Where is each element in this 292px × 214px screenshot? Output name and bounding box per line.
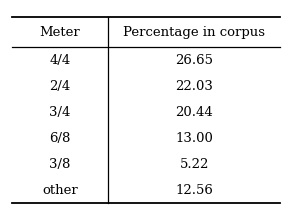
Text: 6/8: 6/8 [49, 132, 71, 145]
Text: 2/4: 2/4 [49, 80, 70, 93]
Text: 3/4: 3/4 [49, 106, 71, 119]
Text: 26.65: 26.65 [175, 54, 213, 67]
Text: 5.22: 5.22 [180, 158, 209, 171]
Text: 3/8: 3/8 [49, 158, 71, 171]
Text: other: other [42, 184, 78, 197]
Text: 13.00: 13.00 [175, 132, 213, 145]
Text: 12.56: 12.56 [175, 184, 213, 197]
Text: 22.03: 22.03 [175, 80, 213, 93]
Text: 4/4: 4/4 [49, 54, 70, 67]
Text: 20.44: 20.44 [175, 106, 213, 119]
Text: Percentage in corpus: Percentage in corpus [123, 26, 265, 39]
Text: Meter: Meter [39, 26, 80, 39]
